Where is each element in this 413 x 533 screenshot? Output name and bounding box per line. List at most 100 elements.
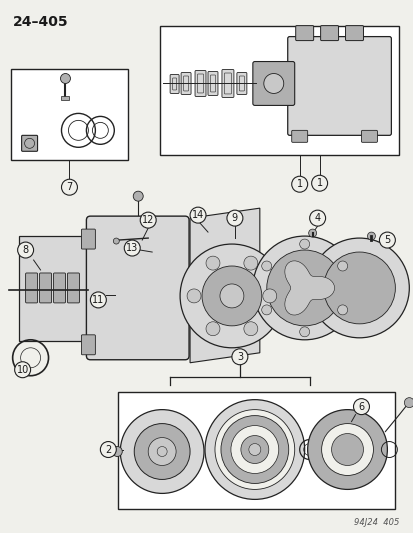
Circle shape <box>120 410 204 494</box>
Circle shape <box>206 256 219 270</box>
FancyBboxPatch shape <box>195 70 206 96</box>
Circle shape <box>266 250 342 326</box>
Circle shape <box>14 362 31 378</box>
Circle shape <box>190 207 206 223</box>
Text: 11: 11 <box>92 295 104 305</box>
Text: 12: 12 <box>142 215 154 225</box>
Text: 3: 3 <box>236 352 242 362</box>
Text: 14: 14 <box>192 210 204 220</box>
Circle shape <box>367 232 375 240</box>
Circle shape <box>226 210 242 226</box>
FancyBboxPatch shape <box>67 273 79 303</box>
Circle shape <box>148 438 176 465</box>
Polygon shape <box>284 261 334 315</box>
Circle shape <box>180 244 283 348</box>
Text: 10: 10 <box>17 365 28 375</box>
Circle shape <box>404 398 413 408</box>
Text: 24–405: 24–405 <box>13 15 68 29</box>
Circle shape <box>331 433 363 465</box>
FancyBboxPatch shape <box>295 26 313 41</box>
Circle shape <box>291 176 307 192</box>
FancyBboxPatch shape <box>252 61 294 106</box>
Text: 13: 13 <box>126 243 138 253</box>
Circle shape <box>243 256 257 270</box>
FancyBboxPatch shape <box>236 72 246 94</box>
Text: 1: 1 <box>316 178 322 188</box>
Circle shape <box>100 441 116 457</box>
Circle shape <box>262 289 276 303</box>
Bar <box>62 96 69 100</box>
FancyBboxPatch shape <box>221 69 233 98</box>
Circle shape <box>231 349 247 365</box>
Circle shape <box>60 74 70 84</box>
FancyBboxPatch shape <box>287 37 390 135</box>
Circle shape <box>308 229 316 237</box>
Circle shape <box>204 400 304 499</box>
FancyBboxPatch shape <box>86 216 189 360</box>
Circle shape <box>140 212 156 228</box>
Circle shape <box>248 443 260 456</box>
Circle shape <box>240 435 268 464</box>
Circle shape <box>18 242 33 258</box>
Bar <box>11 69 128 160</box>
Bar <box>160 26 399 155</box>
Text: 2: 2 <box>105 445 111 455</box>
Circle shape <box>307 410 387 489</box>
Circle shape <box>187 289 201 303</box>
Text: 94J24  405: 94J24 405 <box>353 518 399 527</box>
FancyBboxPatch shape <box>21 135 38 151</box>
FancyBboxPatch shape <box>81 335 95 355</box>
Circle shape <box>321 424 373 475</box>
Circle shape <box>337 261 347 271</box>
Circle shape <box>311 175 327 191</box>
Circle shape <box>378 232 394 248</box>
Circle shape <box>62 179 77 195</box>
Circle shape <box>219 284 243 308</box>
Bar <box>19 236 88 341</box>
Circle shape <box>309 238 408 338</box>
Polygon shape <box>190 208 259 363</box>
FancyBboxPatch shape <box>361 131 377 142</box>
FancyBboxPatch shape <box>320 26 338 41</box>
Text: 5: 5 <box>383 235 389 245</box>
Circle shape <box>134 424 190 480</box>
FancyBboxPatch shape <box>170 75 179 93</box>
Circle shape <box>323 252 394 324</box>
FancyBboxPatch shape <box>291 131 307 142</box>
Circle shape <box>113 238 119 244</box>
Text: 7: 7 <box>66 182 72 192</box>
Text: 4: 4 <box>314 213 320 223</box>
FancyBboxPatch shape <box>345 26 363 41</box>
Circle shape <box>112 447 122 456</box>
Circle shape <box>263 74 283 93</box>
Circle shape <box>337 305 347 315</box>
Text: 1: 1 <box>296 179 302 189</box>
Circle shape <box>133 191 143 201</box>
Circle shape <box>221 416 288 483</box>
Circle shape <box>206 322 219 336</box>
Circle shape <box>124 240 140 256</box>
Text: 6: 6 <box>358 402 364 411</box>
Circle shape <box>353 399 368 415</box>
Text: 9: 9 <box>231 213 237 223</box>
FancyBboxPatch shape <box>40 273 51 303</box>
FancyBboxPatch shape <box>26 273 38 303</box>
Circle shape <box>261 261 271 271</box>
Circle shape <box>214 410 294 489</box>
FancyBboxPatch shape <box>81 229 95 249</box>
Circle shape <box>299 327 309 337</box>
FancyBboxPatch shape <box>207 71 217 95</box>
Circle shape <box>90 292 106 308</box>
Circle shape <box>243 322 257 336</box>
Circle shape <box>309 210 325 226</box>
FancyBboxPatch shape <box>180 72 190 94</box>
Text: 8: 8 <box>22 245 28 255</box>
FancyBboxPatch shape <box>53 273 65 303</box>
Circle shape <box>157 447 167 456</box>
Circle shape <box>299 239 309 249</box>
Circle shape <box>202 266 261 326</box>
Circle shape <box>261 305 271 315</box>
Circle shape <box>252 236 356 340</box>
Circle shape <box>230 425 278 473</box>
Bar <box>118 392 394 510</box>
